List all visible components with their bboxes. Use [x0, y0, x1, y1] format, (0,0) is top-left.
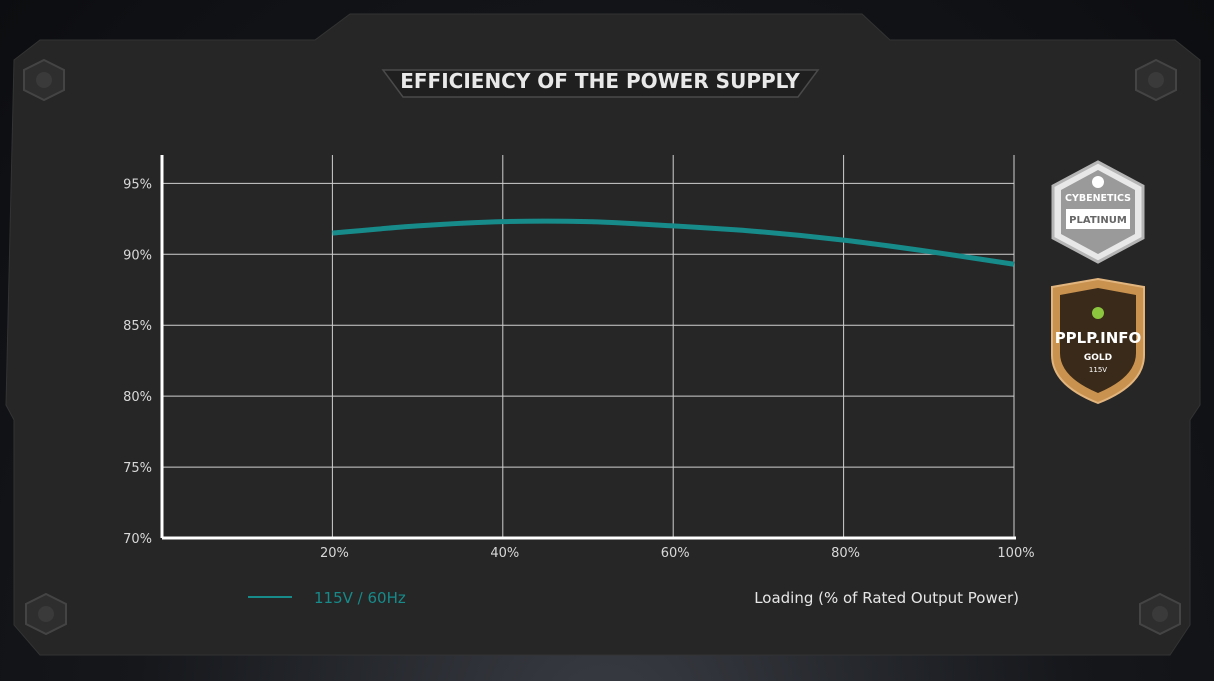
chart-title: EFFICIENCY OF THE POWER SUPPLY: [400, 69, 800, 93]
leaf-icon: [1092, 307, 1104, 319]
pplp-brand: PPLP.INFO: [1055, 329, 1142, 347]
corner-emblem-top-right-icon: [1135, 58, 1177, 102]
x-tick-label: 40%: [490, 546, 519, 561]
y-tick-label: 80%: [123, 390, 152, 405]
panel-frame: [5, 13, 1201, 656]
corner-emblem-bottom-right-icon: [1139, 592, 1181, 636]
x-axis-label: Loading (% of Rated Output Power): [754, 589, 1019, 607]
corner-emblem-bottom-left-icon: [25, 592, 67, 636]
pplp-level: GOLD: [1084, 353, 1112, 363]
y-tick-label: 85%: [123, 319, 152, 334]
legend-label: 115V / 60Hz: [314, 589, 406, 607]
cybenetics-level: PLATINUM: [1069, 215, 1127, 226]
pplp-voltage: 115V: [1089, 366, 1107, 374]
axes: [160, 155, 1016, 540]
x-tick-label: 60%: [661, 546, 690, 561]
bolt-icon: [1092, 176, 1104, 188]
corner-emblem-top-left-icon: [23, 58, 65, 102]
x-tick-label: 20%: [320, 546, 349, 561]
cybenetics-brand: CYBENETICS: [1065, 193, 1131, 204]
x-tick-label: 80%: [831, 546, 860, 561]
y-tick-label: 95%: [123, 177, 152, 192]
y-tick-label: 90%: [123, 248, 152, 263]
series-line: [332, 218, 1015, 267]
y-tick-label: 70%: [123, 532, 152, 547]
grid: [162, 155, 1015, 538]
y-tick-labels: 70% 75% 80% 85% 90% 95%: [123, 177, 152, 547]
x-tick-labels: 20% 40% 60% 80% 100%: [320, 546, 1035, 561]
y-tick-label: 75%: [123, 461, 152, 476]
pplp-badge: PPLP.INFO GOLD 115V: [1051, 277, 1145, 405]
cybenetics-badge: CYBENETICS PLATINUM: [1051, 160, 1145, 264]
series: [332, 218, 1015, 267]
title-plate: [381, 69, 820, 98]
x-tick-label: 100%: [997, 546, 1034, 561]
